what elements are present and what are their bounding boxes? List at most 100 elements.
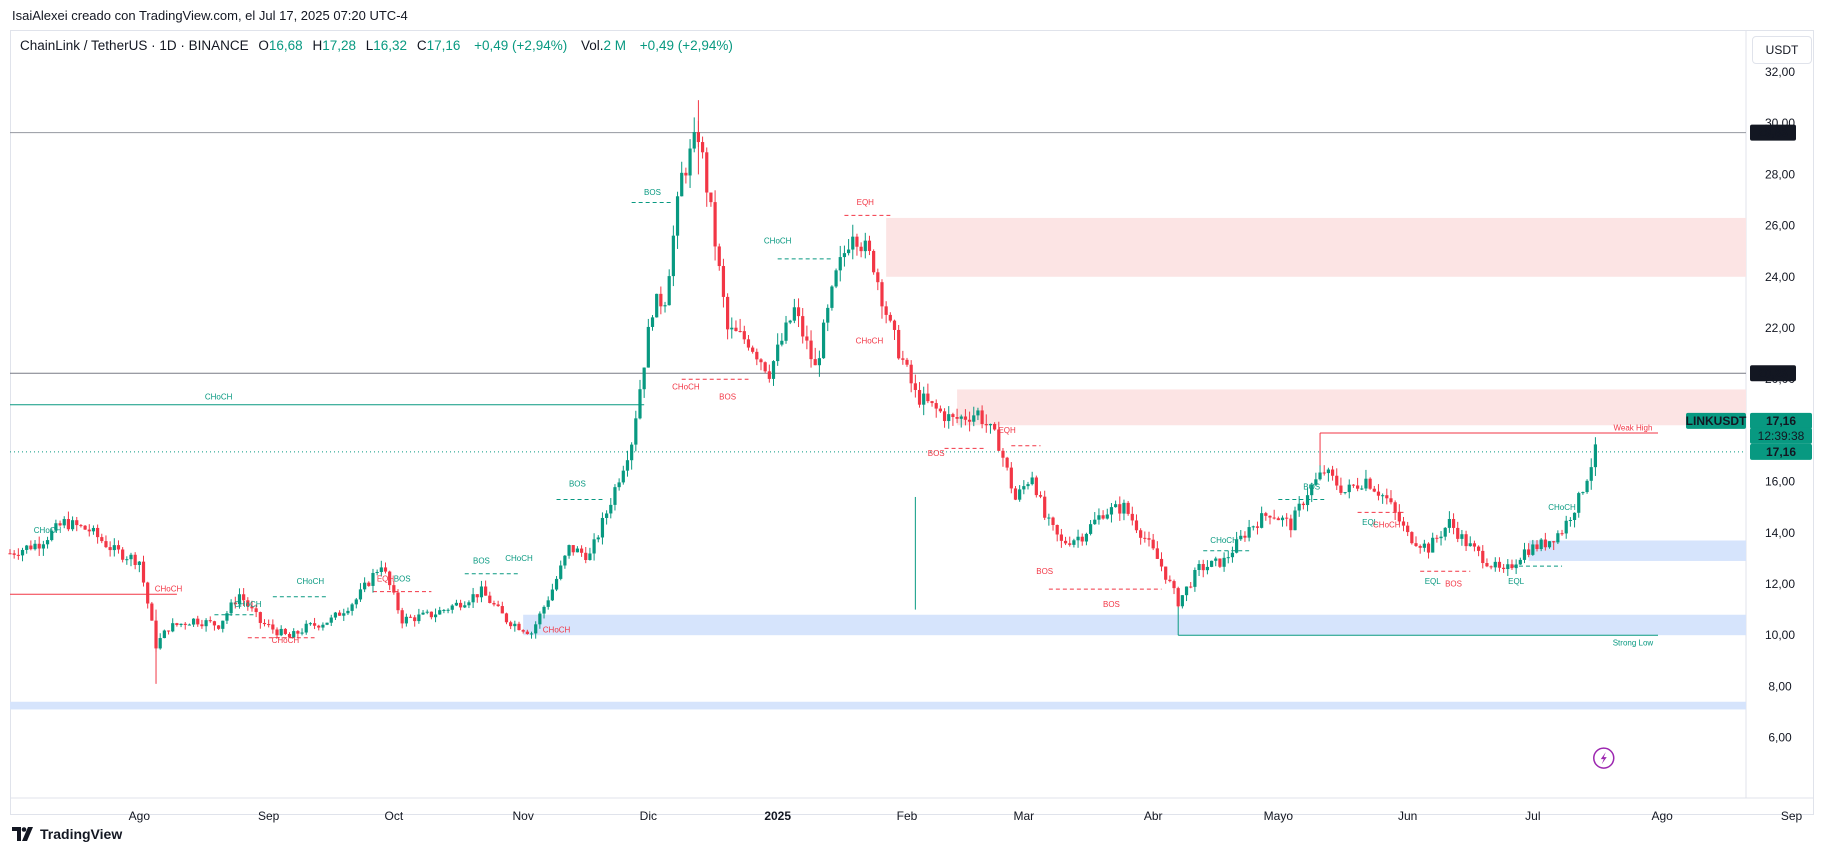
annotation-choch: CHoCH [764, 237, 792, 246]
candle-body [83, 525, 87, 530]
candle-body [617, 482, 621, 488]
annotation-bos: BOS [1303, 482, 1320, 491]
candle-body [325, 622, 329, 625]
candle-body [1088, 524, 1093, 534]
candle-body [1468, 543, 1472, 547]
candle-body [1051, 517, 1055, 525]
candle-body [984, 424, 988, 426]
candle-body [1493, 561, 1497, 568]
candle-body [884, 306, 888, 315]
candle-body [221, 620, 225, 629]
candle-body [1535, 544, 1539, 550]
candle-body [1009, 467, 1013, 489]
candle-body [1372, 488, 1376, 492]
candle-body [1489, 566, 1493, 568]
candle-body [1439, 536, 1443, 539]
candle-body [1447, 519, 1451, 528]
candle-body [467, 602, 471, 606]
candle-body [1080, 536, 1084, 542]
candle-body [1076, 536, 1080, 541]
candle-body [801, 316, 805, 337]
candle-body [12, 553, 16, 555]
candle-body [559, 565, 563, 579]
candle-body [972, 415, 976, 422]
flash-bolt-icon [1600, 752, 1607, 765]
tradingview-logo[interactable]: TradingView [12, 826, 122, 842]
x-tick-label: Jun [1398, 809, 1417, 823]
zone-supply-0 [886, 217, 1746, 277]
flash-icon [1593, 747, 1615, 769]
candle-body [1122, 502, 1126, 514]
annotation-choch: CHoCH [543, 626, 571, 635]
candle-body [880, 282, 884, 307]
candle-body [429, 611, 433, 618]
price-tag-countdown [1750, 427, 1812, 444]
candle-body [1464, 534, 1468, 547]
candle-body [1351, 484, 1356, 486]
candle-body [955, 417, 959, 419]
zone-demand-4 [10, 701, 1746, 710]
candle-body [292, 631, 296, 638]
candle-body [1460, 534, 1464, 539]
candle-body [354, 599, 358, 605]
candle-body [967, 419, 972, 422]
zone-demand-2 [1528, 540, 1746, 561]
candle-body [1001, 450, 1005, 458]
candle-body [1389, 498, 1393, 503]
candle-body [1414, 543, 1418, 546]
candle-body [851, 236, 855, 250]
candle-body [680, 172, 684, 197]
candle-body [705, 152, 709, 193]
annotation-choch: CHoCH [505, 554, 533, 563]
candle-body [183, 623, 187, 625]
annotation-eql: EQL [1362, 518, 1379, 527]
candle-body [1431, 537, 1435, 553]
candle-body [1368, 478, 1372, 489]
candle-body [217, 625, 221, 629]
candle-body [1151, 539, 1155, 549]
candle-body [859, 246, 863, 252]
candle-body [363, 582, 367, 590]
candle-body [796, 307, 801, 317]
candle-body [1310, 484, 1314, 496]
candle-body [20, 549, 25, 556]
volume-value: 2 M [603, 38, 627, 53]
candle-body [1401, 521, 1406, 526]
currency-button[interactable]: USDT [1752, 36, 1812, 64]
candle-body [917, 389, 922, 405]
candle-body [1393, 502, 1397, 512]
close-label: C [416, 38, 427, 53]
candle-body [1218, 558, 1222, 567]
candle-body [730, 327, 734, 330]
symbol-title[interactable]: ChainLink / TetherUS · 1D · BINANCE [20, 38, 249, 53]
x-tick-label: Dic [640, 809, 657, 823]
candle-body [1034, 477, 1038, 496]
annotation-weak-high: Weak High [1613, 423, 1652, 432]
candle-body [830, 286, 834, 308]
candle-body [738, 331, 742, 333]
candle-body [1118, 504, 1122, 514]
candle-body [642, 367, 646, 390]
candle-body [1518, 559, 1522, 565]
candle-body [492, 602, 496, 605]
candle-body [70, 520, 75, 530]
annotation-eqh: EQH [998, 426, 1016, 435]
annotation-bos: BOS [1036, 567, 1053, 576]
candle-body [392, 585, 396, 593]
tradingview-logo-icon [12, 827, 33, 841]
candle-body [187, 624, 192, 626]
candle-body [1410, 532, 1414, 544]
candle-body [1547, 541, 1552, 548]
candle-body [500, 606, 504, 614]
candle-body [463, 605, 467, 608]
candle-body [471, 594, 475, 603]
candle-body [667, 276, 671, 306]
candle-body [1506, 564, 1510, 570]
candle-body [25, 545, 29, 550]
candle-body [254, 608, 258, 613]
candle-body [300, 632, 304, 634]
candle-body [1426, 543, 1431, 553]
candle-body [1226, 557, 1230, 559]
annotation-choch: CHoCH [856, 336, 884, 345]
